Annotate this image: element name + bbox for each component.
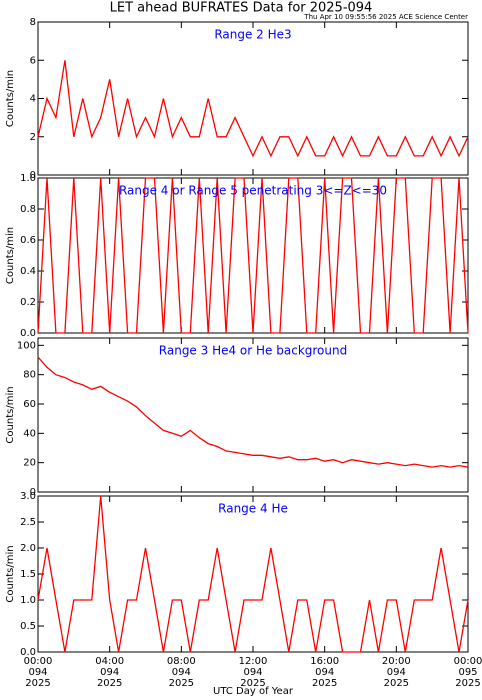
panel-label: Range 4 or Range 5 penetrating 3<=Z<=30 xyxy=(119,184,387,198)
y-tick-label: 40 xyxy=(23,428,36,439)
x-tick-label: 08:00 xyxy=(167,656,196,667)
y-tick-label: 2.5 xyxy=(20,517,36,528)
y-tick-label: 100 xyxy=(17,340,36,351)
panel-label: Range 2 He3 xyxy=(214,28,291,42)
x-tick-label: 2025 xyxy=(240,678,265,689)
y-axis-title: Counts/min xyxy=(5,227,16,284)
y-tick-label: 80 xyxy=(23,370,36,381)
x-tick-label: 2025 xyxy=(384,678,409,689)
y-tick-label: 20 xyxy=(23,458,36,469)
y-tick-label: 0.6 xyxy=(20,235,36,246)
y-tick-label: 6 xyxy=(30,55,36,66)
y-axis-title: Counts/min xyxy=(5,70,16,127)
y-tick-label: 1.5 xyxy=(20,569,36,580)
y-tick-label: 0.2 xyxy=(20,297,36,308)
y-axis-title: Counts/min xyxy=(5,545,16,602)
y-tick-label: 0.4 xyxy=(20,266,36,277)
y-tick-label: 1.0 xyxy=(20,595,36,606)
y-tick-label: 0.0 xyxy=(20,647,36,658)
y-tick-label: 0 xyxy=(30,487,36,498)
data-line xyxy=(37,495,469,653)
y-tick-label: 0.5 xyxy=(20,621,36,632)
x-tick-label: 094 xyxy=(28,667,47,678)
y-tick-label: 8 xyxy=(30,17,36,28)
x-tick-label: 094 xyxy=(243,667,262,678)
panel-label: Range 3 He4 or He background xyxy=(159,344,347,358)
x-tick-label: 2025 xyxy=(169,678,194,689)
y-tick-label: 1.0 xyxy=(20,173,36,184)
plot-frame xyxy=(37,21,469,176)
y-tick-label: 0.0 xyxy=(20,328,36,339)
x-axis-title: UTC Day of Year xyxy=(213,686,294,697)
x-tick-label: 2025 xyxy=(25,678,50,689)
x-tick-label: 00:00 xyxy=(24,656,53,667)
timestamp: Thu Apr 10 09:55:56 2025 ACE Science Cen… xyxy=(303,13,468,21)
x-tick-label: 094 xyxy=(172,667,191,678)
x-tick-label: 094 xyxy=(387,667,406,678)
x-tick-label: 00:00 xyxy=(454,656,482,667)
x-tick-label: 2025 xyxy=(455,678,480,689)
x-tick-label: 095 xyxy=(458,667,477,678)
y-tick-label: 0.8 xyxy=(20,204,36,215)
x-tick-label: 2025 xyxy=(97,678,122,689)
x-tick-label: 094 xyxy=(315,667,334,678)
y-tick-label: 2 xyxy=(30,132,36,143)
x-tick-label: 12:00 xyxy=(239,656,268,667)
x-tick-label: 094 xyxy=(100,667,119,678)
chart-title: LET ahead BUFRATES Data for 2025-094 xyxy=(110,1,373,16)
data-line xyxy=(37,177,469,334)
y-tick-label: 4 xyxy=(30,94,36,105)
y-tick-label: 3.0 xyxy=(20,491,36,502)
x-tick-label: 2025 xyxy=(312,678,337,689)
y-tick-label: 2.0 xyxy=(20,543,36,554)
data-line xyxy=(37,356,469,468)
y-axis-title: Counts/min xyxy=(5,386,16,443)
y-tick-label: 60 xyxy=(23,399,36,410)
x-tick-label: 16:00 xyxy=(310,656,339,667)
x-tick-label: 20:00 xyxy=(382,656,411,667)
x-tick-label: 04:00 xyxy=(95,656,124,667)
y-tick-label: 0 xyxy=(30,170,36,181)
plot-frame xyxy=(37,337,469,493)
data-line xyxy=(37,60,469,158)
panel-label: Range 4 He xyxy=(218,502,288,516)
